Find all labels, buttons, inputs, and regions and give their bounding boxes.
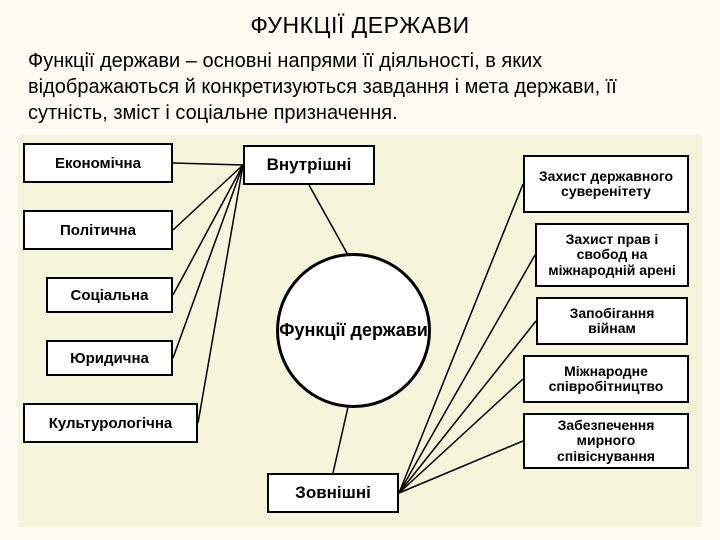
- right-node-sov: Захист державного суверенітету: [523, 155, 689, 213]
- center-node: Функції держави: [276, 253, 431, 408]
- right-node-war: Запобігання війнам: [536, 297, 688, 345]
- left-node-cult: Культурологічна: [23, 403, 198, 443]
- intro-text: Функції держави – основні напрями її дія…: [28, 48, 692, 126]
- left-node-polit: Політична: [23, 210, 173, 250]
- kind-internal: Внутрішні: [243, 145, 375, 185]
- center-label: Функції держави: [279, 320, 428, 342]
- kind-external-label: Зовнішні: [295, 483, 371, 503]
- page-title: ФУНКЦІЇ ДЕРЖАВИ: [0, 12, 720, 39]
- left-node-soc: Соціальна: [46, 277, 173, 313]
- diagram-canvas: Функції держави Внутрішні Зовнішні Еконо…: [18, 135, 702, 527]
- right-node-rights: Захист прав і свобод на міжнародній арен…: [535, 223, 689, 287]
- left-node-jur: Юридична: [46, 340, 173, 376]
- left-node-econ: Економічна: [23, 143, 173, 183]
- kind-external: Зовнішні: [267, 473, 399, 513]
- right-node-peace: Забезпечення мирного співіснування: [523, 413, 689, 469]
- kind-internal-label: Внутрішні: [267, 155, 352, 175]
- right-node-coop: Міжнародне співробітництво: [523, 355, 689, 403]
